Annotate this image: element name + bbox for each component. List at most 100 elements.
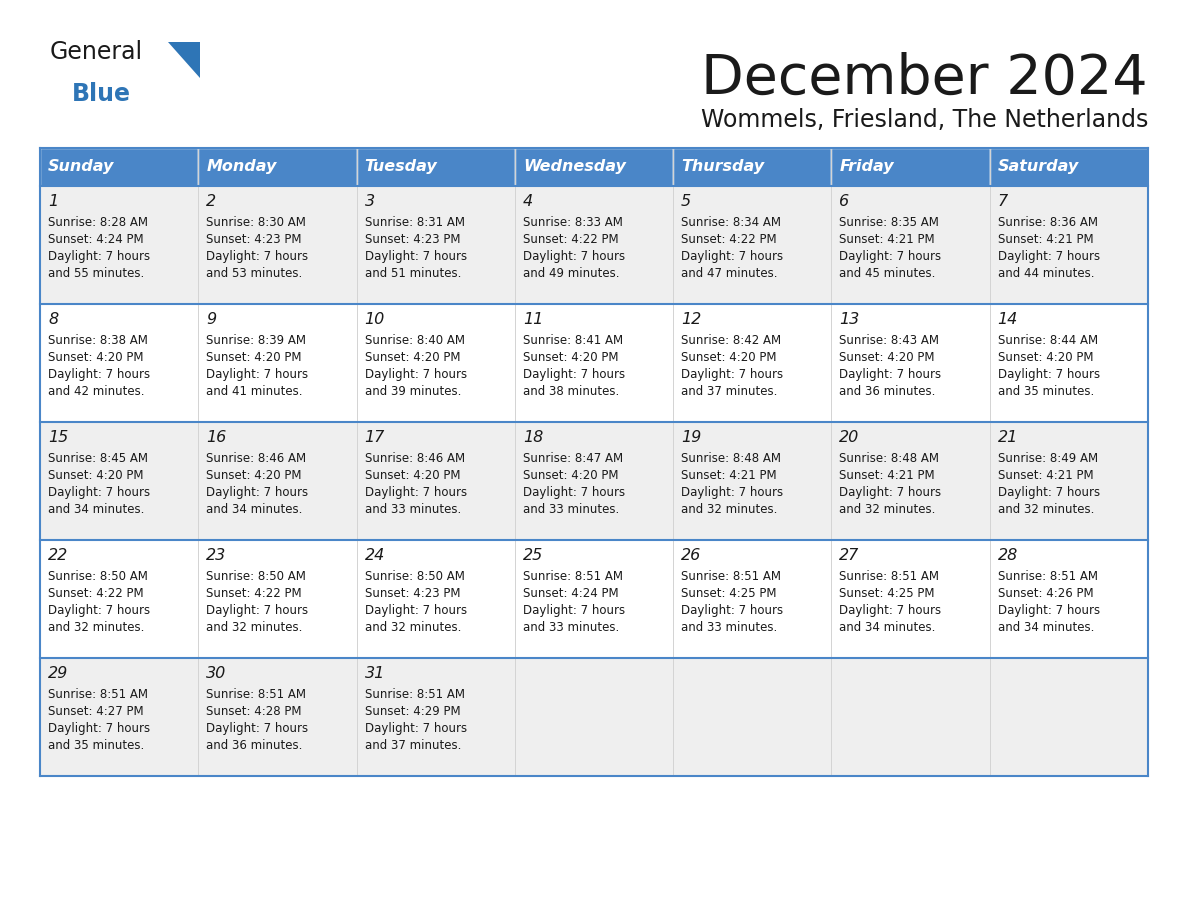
Text: Sunset: 4:25 PM: Sunset: 4:25 PM xyxy=(840,587,935,600)
Text: Sunset: 4:23 PM: Sunset: 4:23 PM xyxy=(207,233,302,246)
Text: Sunset: 4:22 PM: Sunset: 4:22 PM xyxy=(207,587,302,600)
Text: 17: 17 xyxy=(365,430,385,445)
Text: Daylight: 7 hours: Daylight: 7 hours xyxy=(523,486,625,499)
Text: Sunset: 4:20 PM: Sunset: 4:20 PM xyxy=(681,351,777,364)
Text: Sunset: 4:20 PM: Sunset: 4:20 PM xyxy=(207,469,302,482)
Text: 3: 3 xyxy=(365,194,374,209)
Bar xyxy=(198,658,356,776)
Text: Sunset: 4:21 PM: Sunset: 4:21 PM xyxy=(681,469,777,482)
Text: 26: 26 xyxy=(681,548,701,563)
Bar xyxy=(674,148,832,186)
Text: 12: 12 xyxy=(681,312,701,327)
Text: Sunrise: 8:51 AM: Sunrise: 8:51 AM xyxy=(681,570,782,583)
Text: Daylight: 7 hours: Daylight: 7 hours xyxy=(681,368,783,381)
Text: Sunset: 4:23 PM: Sunset: 4:23 PM xyxy=(365,587,460,600)
Text: and 32 minutes.: and 32 minutes. xyxy=(207,621,303,634)
Bar xyxy=(990,186,1148,304)
Text: and 32 minutes.: and 32 minutes. xyxy=(681,503,777,516)
Bar xyxy=(514,422,674,540)
Text: Daylight: 7 hours: Daylight: 7 hours xyxy=(365,250,467,263)
Bar xyxy=(832,148,990,186)
Text: Daylight: 7 hours: Daylight: 7 hours xyxy=(998,604,1100,617)
Text: Daylight: 7 hours: Daylight: 7 hours xyxy=(365,368,467,381)
Text: Daylight: 7 hours: Daylight: 7 hours xyxy=(365,722,467,735)
Text: 30: 30 xyxy=(207,666,227,681)
Text: and 38 minutes.: and 38 minutes. xyxy=(523,385,619,398)
Text: and 34 minutes.: and 34 minutes. xyxy=(998,621,1094,634)
Bar xyxy=(356,186,514,304)
Text: Sunrise: 8:42 AM: Sunrise: 8:42 AM xyxy=(681,334,782,347)
Text: and 49 minutes.: and 49 minutes. xyxy=(523,267,619,280)
Text: Friday: Friday xyxy=(840,160,895,174)
Text: Daylight: 7 hours: Daylight: 7 hours xyxy=(840,486,942,499)
Text: and 34 minutes.: and 34 minutes. xyxy=(207,503,303,516)
Bar xyxy=(198,304,356,422)
Text: Sunrise: 8:40 AM: Sunrise: 8:40 AM xyxy=(365,334,465,347)
Text: and 36 minutes.: and 36 minutes. xyxy=(207,739,303,752)
Text: 31: 31 xyxy=(365,666,385,681)
Text: and 37 minutes.: and 37 minutes. xyxy=(365,739,461,752)
Text: Daylight: 7 hours: Daylight: 7 hours xyxy=(48,604,150,617)
Text: and 32 minutes.: and 32 minutes. xyxy=(365,621,461,634)
Text: 29: 29 xyxy=(48,666,68,681)
Text: and 33 minutes.: and 33 minutes. xyxy=(681,621,777,634)
Text: and 32 minutes.: and 32 minutes. xyxy=(840,503,936,516)
Text: Daylight: 7 hours: Daylight: 7 hours xyxy=(523,604,625,617)
Text: Daylight: 7 hours: Daylight: 7 hours xyxy=(681,486,783,499)
Text: 6: 6 xyxy=(840,194,849,209)
Bar xyxy=(40,658,198,776)
Text: Sunrise: 8:45 AM: Sunrise: 8:45 AM xyxy=(48,452,148,465)
Text: and 47 minutes.: and 47 minutes. xyxy=(681,267,778,280)
Bar xyxy=(990,540,1148,658)
Text: 13: 13 xyxy=(840,312,860,327)
Text: and 32 minutes.: and 32 minutes. xyxy=(998,503,1094,516)
Text: Sunday: Sunday xyxy=(48,160,114,174)
Bar xyxy=(356,658,514,776)
Text: Daylight: 7 hours: Daylight: 7 hours xyxy=(207,486,309,499)
Text: Sunrise: 8:49 AM: Sunrise: 8:49 AM xyxy=(998,452,1098,465)
Text: and 36 minutes.: and 36 minutes. xyxy=(840,385,936,398)
Text: Sunrise: 8:34 AM: Sunrise: 8:34 AM xyxy=(681,216,782,229)
Text: Daylight: 7 hours: Daylight: 7 hours xyxy=(523,250,625,263)
Text: Sunrise: 8:51 AM: Sunrise: 8:51 AM xyxy=(998,570,1098,583)
Text: Daylight: 7 hours: Daylight: 7 hours xyxy=(48,250,150,263)
Text: Sunrise: 8:35 AM: Sunrise: 8:35 AM xyxy=(840,216,940,229)
Text: Sunset: 4:20 PM: Sunset: 4:20 PM xyxy=(523,351,619,364)
Text: and 33 minutes.: and 33 minutes. xyxy=(523,621,619,634)
Polygon shape xyxy=(168,42,200,78)
Bar xyxy=(40,148,198,186)
Text: 11: 11 xyxy=(523,312,543,327)
Text: Sunrise: 8:51 AM: Sunrise: 8:51 AM xyxy=(523,570,623,583)
Bar xyxy=(40,304,198,422)
Text: Sunset: 4:21 PM: Sunset: 4:21 PM xyxy=(840,469,935,482)
Bar xyxy=(832,186,990,304)
Text: Monday: Monday xyxy=(207,160,277,174)
Text: Sunrise: 8:39 AM: Sunrise: 8:39 AM xyxy=(207,334,307,347)
Text: Daylight: 7 hours: Daylight: 7 hours xyxy=(523,368,625,381)
Bar xyxy=(674,422,832,540)
Text: Sunrise: 8:43 AM: Sunrise: 8:43 AM xyxy=(840,334,940,347)
Text: and 44 minutes.: and 44 minutes. xyxy=(998,267,1094,280)
Bar xyxy=(198,186,356,304)
Bar xyxy=(356,422,514,540)
Bar xyxy=(356,304,514,422)
Text: Daylight: 7 hours: Daylight: 7 hours xyxy=(998,368,1100,381)
Text: Sunrise: 8:48 AM: Sunrise: 8:48 AM xyxy=(681,452,782,465)
Text: and 55 minutes.: and 55 minutes. xyxy=(48,267,144,280)
Text: Sunset: 4:20 PM: Sunset: 4:20 PM xyxy=(365,351,460,364)
Text: Daylight: 7 hours: Daylight: 7 hours xyxy=(365,604,467,617)
Text: Sunrise: 8:28 AM: Sunrise: 8:28 AM xyxy=(48,216,148,229)
Text: Sunset: 4:20 PM: Sunset: 4:20 PM xyxy=(48,469,144,482)
Bar xyxy=(356,148,514,186)
Text: 24: 24 xyxy=(365,548,385,563)
Text: 25: 25 xyxy=(523,548,543,563)
Text: Wommels, Friesland, The Netherlands: Wommels, Friesland, The Netherlands xyxy=(701,108,1148,132)
Bar xyxy=(832,422,990,540)
Bar xyxy=(40,186,198,304)
Text: Sunrise: 8:46 AM: Sunrise: 8:46 AM xyxy=(207,452,307,465)
Text: Wednesday: Wednesday xyxy=(523,160,626,174)
Text: Daylight: 7 hours: Daylight: 7 hours xyxy=(365,486,467,499)
Bar xyxy=(674,540,832,658)
Text: Sunset: 4:24 PM: Sunset: 4:24 PM xyxy=(48,233,144,246)
Bar xyxy=(40,540,198,658)
